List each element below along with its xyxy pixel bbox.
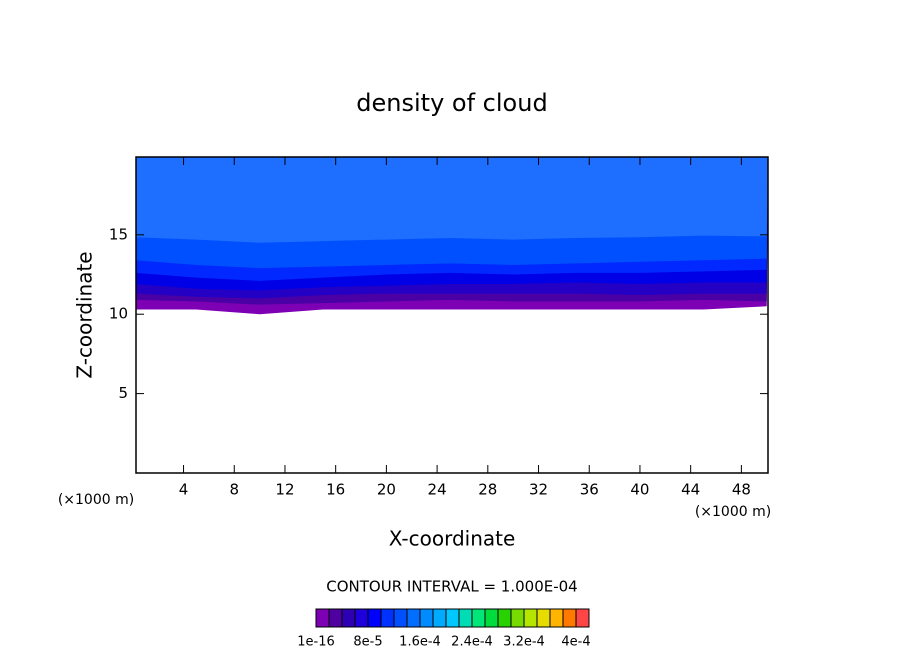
x-unit-label: (×1000 m) — [695, 504, 771, 520]
colorbar-box — [510, 608, 525, 628]
colorbar-box — [549, 608, 564, 628]
colorbar-box — [315, 608, 330, 628]
colorbar-box — [445, 608, 460, 628]
y-unit-label: (×1000 m) — [58, 492, 134, 508]
x-tick-label: 44 — [681, 481, 700, 499]
colorbar-box — [380, 608, 395, 628]
colorbar-box — [575, 608, 590, 628]
colorbar-box — [354, 608, 369, 628]
colorbar-box — [419, 608, 434, 628]
x-tick-label: 36 — [580, 481, 599, 499]
x-tick-label: 4 — [179, 481, 189, 499]
colorbar-box — [523, 608, 538, 628]
contour-interval: CONTOUR INTERVAL = 1.000E-04 — [326, 578, 577, 596]
x-tick-label: 40 — [630, 481, 649, 499]
y-tick-label: 5 — [118, 384, 128, 402]
y-tick-label: 15 — [109, 225, 128, 243]
colorbar-label: 3.2e-4 — [503, 635, 545, 650]
x-axis-label: X-coordinate — [389, 527, 516, 551]
y-axis-label: Z-coordinate — [73, 251, 97, 378]
x-tick-label: 12 — [275, 481, 294, 499]
colorbar-box — [484, 608, 499, 628]
colorbar-box — [497, 608, 512, 628]
plot-frame — [135, 156, 769, 474]
colorbar-label: 8e-5 — [353, 635, 382, 650]
colorbar-box — [432, 608, 447, 628]
y-tick-label: 10 — [109, 305, 128, 323]
x-tick-label: 32 — [529, 481, 548, 499]
colorbar-box — [341, 608, 356, 628]
colorbar-box — [393, 608, 408, 628]
colorbar-box — [328, 608, 343, 628]
colorbar-box — [536, 608, 551, 628]
x-tick-label: 24 — [428, 481, 447, 499]
colorbar-label: 2.4e-4 — [451, 635, 493, 650]
x-tick-label: 8 — [229, 481, 239, 499]
colorbar-label: 4e-4 — [561, 635, 590, 650]
colorbar-label: 1e-16 — [297, 635, 335, 650]
colorbar-box — [367, 608, 382, 628]
contour-band — [136, 157, 768, 243]
colorbar-box — [458, 608, 473, 628]
colorbar-box — [406, 608, 421, 628]
x-tick-label: 48 — [732, 481, 751, 499]
colorbar-box — [471, 608, 486, 628]
x-tick-label: 16 — [326, 481, 345, 499]
colorbar-label: 1.6e-4 — [399, 635, 441, 650]
colorbar-box — [562, 608, 577, 628]
x-tick-label: 20 — [377, 481, 396, 499]
x-tick-label: 28 — [478, 481, 497, 499]
chart-title: density of cloud — [356, 89, 547, 117]
